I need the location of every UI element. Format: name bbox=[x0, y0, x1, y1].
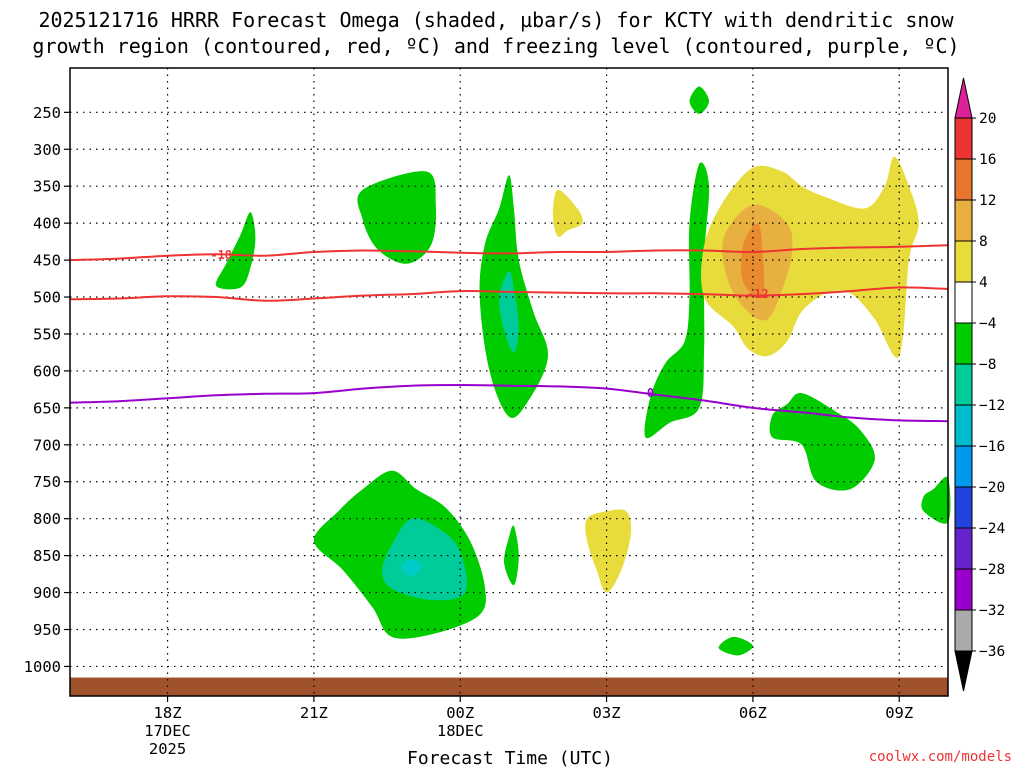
x-tick-date: 18DEC bbox=[437, 722, 484, 740]
omega-region bbox=[401, 559, 422, 577]
colorbar-swatch bbox=[954, 609, 973, 652]
y-tick-label: 950 bbox=[33, 621, 61, 639]
colorbar-swatch bbox=[954, 486, 973, 529]
y-tick-label: 350 bbox=[33, 178, 61, 196]
x-tick-label: 18Z bbox=[154, 704, 182, 722]
y-tick-label: 650 bbox=[33, 399, 61, 417]
x-tick-label: 21Z bbox=[300, 704, 328, 722]
colorbar-swatch bbox=[954, 322, 973, 365]
chart-title-line-2: growth region (contoured, red, ºC) and f… bbox=[32, 34, 959, 58]
colorbar-swatch bbox=[954, 527, 973, 570]
x-tick-label: 00Z bbox=[446, 704, 474, 722]
omega-region bbox=[585, 509, 632, 593]
omega-region bbox=[215, 212, 256, 290]
colorbar-label: −12 bbox=[979, 398, 1005, 414]
colorbar-label: 12 bbox=[979, 193, 996, 209]
colorbar-swatch bbox=[954, 445, 973, 488]
x-tick-date: 17DEC bbox=[144, 722, 191, 740]
omega-region bbox=[718, 636, 753, 656]
omega-colorbar: 20 16 12 8 4 −4 −8 −12 −16 −20 −24 −28 −32 −36 bbox=[954, 77, 1005, 692]
colorbar-label: 4 bbox=[979, 275, 988, 291]
omega-region bbox=[552, 189, 583, 238]
contour-line bbox=[69, 244, 949, 262]
contour-label: -18 bbox=[210, 248, 232, 262]
credit-text: coolwx.com/models bbox=[869, 749, 1012, 765]
plot-area: -18 -12 0 bbox=[69, 67, 951, 697]
grid-lines bbox=[70, 68, 948, 696]
y-tick-label: 700 bbox=[33, 436, 61, 454]
contour-line bbox=[69, 286, 949, 302]
colorbar-label: −4 bbox=[979, 316, 997, 332]
colorbar-swatch bbox=[954, 240, 973, 283]
x-tick-year: 2025 bbox=[149, 740, 186, 758]
contour-label: 0 bbox=[647, 386, 654, 400]
colorbar-label: 16 bbox=[979, 152, 996, 168]
plot-frame bbox=[69, 67, 949, 697]
colorbar-label: −28 bbox=[979, 562, 1005, 578]
omega-region bbox=[357, 171, 437, 264]
temperature-contours: -18 -12 0 bbox=[69, 244, 949, 423]
colorbar-label: −36 bbox=[979, 644, 1005, 660]
omega-region bbox=[644, 162, 710, 439]
colorbar-label: −16 bbox=[979, 439, 1005, 455]
omega-region bbox=[382, 518, 467, 601]
omega-shaded-regions bbox=[215, 86, 951, 656]
colorbar-swatch bbox=[954, 568, 973, 611]
colorbar-label: −8 bbox=[979, 357, 996, 373]
y-tick-label: 550 bbox=[33, 325, 61, 343]
y-tick-label: 300 bbox=[33, 141, 61, 159]
omega-region bbox=[921, 476, 951, 524]
colorbar-label: −20 bbox=[979, 480, 1005, 496]
colorbar-swatch bbox=[954, 158, 973, 201]
ground-surface bbox=[70, 677, 948, 696]
colorbar-swatch bbox=[954, 117, 973, 160]
y-tick-label: 800 bbox=[33, 510, 61, 528]
colorbar-swatch bbox=[954, 363, 973, 406]
y-tick-label: 250 bbox=[33, 104, 61, 122]
contour-line bbox=[69, 383, 949, 423]
x-axis-label: Forecast Time (UTC) bbox=[407, 748, 613, 768]
x-tick-label: 06Z bbox=[739, 704, 767, 722]
colorbar-top-arrow bbox=[954, 77, 973, 119]
y-tick-label: 450 bbox=[33, 252, 61, 270]
chart-title-line-1: 2025121716 HRRR Forecast Omega (shaded, … bbox=[38, 8, 954, 32]
y-tick-label: 400 bbox=[33, 215, 61, 233]
colorbar-label: −32 bbox=[979, 603, 1005, 619]
omega-region bbox=[503, 525, 519, 586]
contour-label: -12 bbox=[747, 287, 769, 301]
y-axis-ticks: 250 300 350 400 450 500 550 600 650 700 750 800 850 9… bbox=[24, 104, 70, 676]
colorbar-swatch bbox=[954, 199, 973, 242]
colorbar-label: −24 bbox=[979, 521, 1005, 537]
x-tick-label: 09Z bbox=[885, 704, 913, 722]
y-tick-label: 750 bbox=[33, 473, 61, 491]
y-tick-label: 850 bbox=[33, 547, 61, 565]
colorbar-label: 8 bbox=[979, 234, 988, 250]
colorbar-bottom-arrow bbox=[954, 650, 973, 692]
colorbar-label: 20 bbox=[979, 111, 996, 127]
x-tick-label: 03Z bbox=[593, 704, 621, 722]
y-tick-label: 500 bbox=[33, 289, 61, 307]
y-tick-label: 900 bbox=[33, 584, 61, 602]
ground-layer bbox=[70, 677, 948, 696]
omega-region bbox=[769, 392, 875, 491]
y-tick-label: 1000 bbox=[24, 658, 61, 676]
colorbar-swatch bbox=[954, 281, 973, 324]
omega-region bbox=[689, 86, 709, 114]
y-tick-label: 600 bbox=[33, 362, 61, 380]
colorbar-swatch bbox=[954, 404, 973, 447]
